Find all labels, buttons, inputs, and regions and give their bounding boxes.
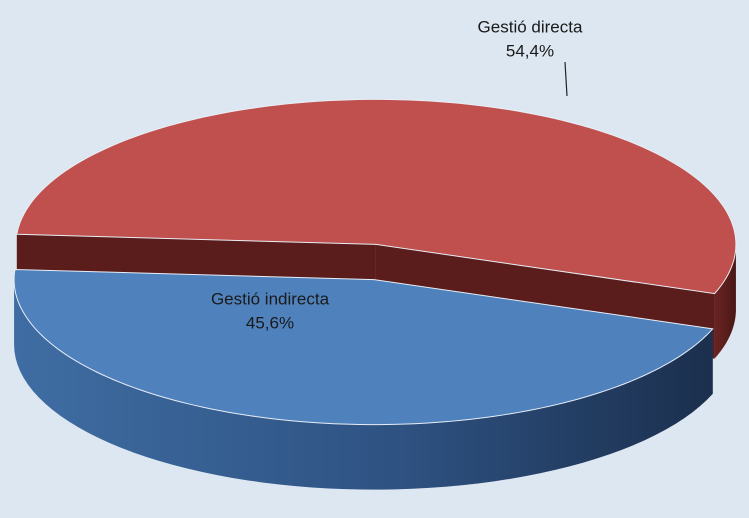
- slice-side: [714, 244, 736, 359]
- slice-side: [14, 279, 713, 490]
- slice: [16, 98, 737, 295]
- slice-value-label: 45,6%: [246, 313, 294, 332]
- slice: [13, 268, 714, 426]
- slice-value-label: 54,4%: [506, 41, 554, 60]
- leader-line: [564, 61, 568, 97]
- slice-label: Gestió indirecta: [211, 289, 330, 308]
- slice-label: Gestió directa: [478, 17, 583, 36]
